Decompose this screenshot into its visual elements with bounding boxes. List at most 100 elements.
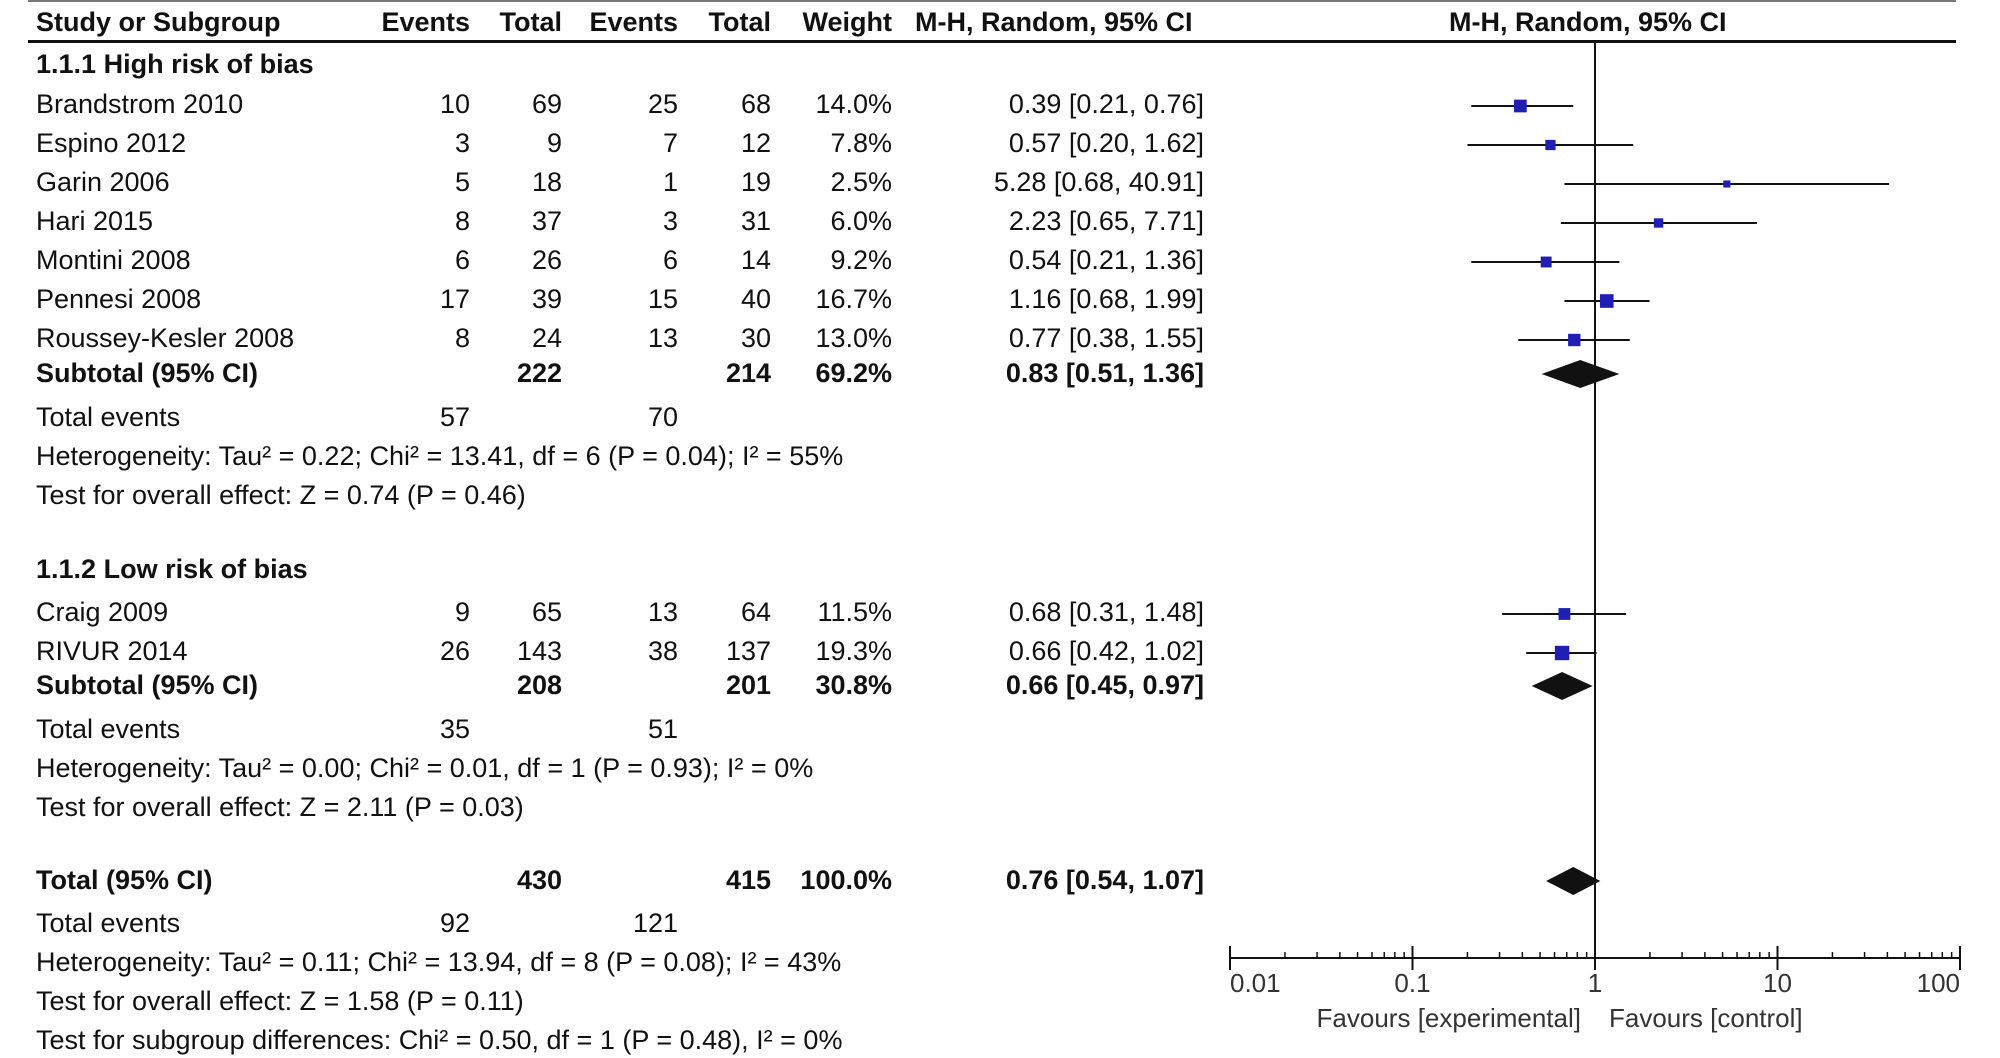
heterogeneity-text: Heterogeneity: Tau² = 0.11; Chi² = 13.94… [36, 947, 842, 977]
events-experimental: 9 [454, 597, 470, 627]
favours-control-label: Favours [control] [1609, 1003, 1803, 1033]
subtotal-total-experimental: 222 [516, 358, 562, 388]
study-name: Espino 2012 [36, 128, 187, 158]
total-control: 64 [740, 597, 771, 627]
events-experimental: 5 [454, 167, 470, 197]
summary-diamond [1546, 867, 1601, 895]
study-name: Montini 2008 [36, 245, 191, 275]
subtotal-ci: 0.83 [0.51, 1.36] [1005, 358, 1204, 388]
total-weight: 100.0% [800, 865, 892, 895]
point-estimate-square [1540, 256, 1552, 268]
weight: 16.7% [815, 284, 892, 314]
total-experimental: 69 [531, 89, 562, 119]
favours-experimental-label: Favours [experimental] [1317, 1003, 1581, 1033]
total-events-label: Total events [36, 402, 181, 432]
header-study: Study or Subgroup [36, 7, 281, 37]
events-experimental: 8 [454, 323, 470, 353]
weight: 9.2% [830, 245, 892, 275]
overall-effect-text: Test for overall effect: Z = 1.58 (P = 0… [36, 986, 524, 1016]
total-experimental: 18 [531, 167, 562, 197]
weight: 13.0% [815, 323, 892, 353]
effect-ci: 2.23 [0.65, 7.71] [1008, 206, 1204, 236]
point-estimate-square [1653, 218, 1664, 228]
header-weight: Weight [802, 7, 893, 37]
events-control: 1 [662, 167, 678, 197]
effect-ci: 0.39 [0.21, 0.76] [1008, 89, 1204, 119]
overall-effect-text: Test for overall effect: Z = 0.74 (P = 0… [36, 480, 526, 510]
point-estimate-square [1514, 99, 1527, 113]
weight: 7.8% [830, 128, 892, 158]
x-tick-label: 10 [1763, 968, 1792, 998]
group-title: High risk of bias [103, 49, 314, 79]
total-experimental: 9 [546, 128, 562, 158]
total-events-control: 121 [632, 908, 678, 938]
events-experimental: 8 [454, 206, 470, 236]
events-control: 6 [662, 245, 678, 275]
subtotal-total-experimental: 208 [516, 670, 562, 700]
events-experimental: 26 [439, 636, 470, 666]
group-heading: 1.1.2 Low risk of bias [36, 553, 308, 585]
group-code: 1.1.1 [36, 49, 97, 79]
weight: 14.0% [815, 89, 892, 119]
total-experimental: 37 [531, 206, 562, 236]
total-events-label: Total events [36, 908, 181, 938]
total-experimental: 26 [531, 245, 562, 275]
total-control: 31 [740, 206, 771, 236]
events-control: 13 [647, 597, 678, 627]
point-estimate-square [1723, 180, 1731, 188]
study-name: Roussey-Kesler 2008 [36, 323, 295, 353]
effect-ci: 0.68 [0.31, 1.48] [1008, 597, 1204, 627]
header-ci: M-H, Random, 95% CI [915, 7, 1193, 37]
point-estimate-square [1554, 645, 1570, 661]
total-control: 68 [740, 89, 771, 119]
x-tick-label: 0.1 [1394, 968, 1430, 998]
header-total-experimental: Total [499, 7, 563, 37]
study-name: RIVUR 2014 [36, 636, 188, 666]
weight: 2.5% [830, 167, 892, 197]
total-total-experimental: 430 [516, 865, 562, 895]
events-control: 3 [662, 206, 678, 236]
header-total-control: Total [708, 7, 772, 37]
subtotal-label: Subtotal (95% CI) [36, 670, 259, 700]
overall-effect-text: Test for overall effect: Z = 2.11 (P = 0… [36, 792, 524, 822]
total-control: 12 [740, 128, 771, 158]
subtotal-total-control: 201 [725, 670, 771, 700]
total-control: 137 [725, 636, 771, 666]
heterogeneity-text: Heterogeneity: Tau² = 0.00; Chi² = 0.01,… [36, 753, 814, 783]
group-code: 1.1.2 [36, 554, 97, 584]
x-tick-label: 100 [1917, 968, 1960, 998]
header-rule [28, 40, 1956, 43]
effect-ci: 5.28 [0.68, 40.91] [993, 167, 1204, 197]
subtotal-total-control: 214 [725, 358, 771, 388]
group-title: Low risk of bias [103, 554, 308, 584]
events-experimental: 3 [454, 128, 470, 158]
total-experimental: 143 [516, 636, 562, 666]
total-control: 19 [740, 167, 771, 197]
subtotal-weight: 69.2% [815, 358, 892, 388]
subgroup-difference-text: Test for subgroup differences: Chi² = 0.… [36, 1025, 843, 1055]
weight: 6.0% [830, 206, 892, 236]
header-plot-ci: M-H, Random, 95% CI [1449, 7, 1727, 37]
x-tick-label: 1 [1588, 968, 1602, 998]
effect-ci: 0.54 [0.21, 1.36] [1008, 245, 1204, 275]
point-estimate-square [1558, 608, 1571, 620]
total-events-experimental: 57 [439, 402, 470, 432]
total-ci: 0.76 [0.54, 1.07] [1005, 865, 1204, 895]
group-heading: 1.1.1 High risk of bias [36, 48, 314, 80]
events-control: 13 [647, 323, 678, 353]
point-estimate-square [1599, 294, 1614, 308]
study-name: Hari 2015 [36, 206, 154, 236]
effect-ci: 1.16 [0.68, 1.99] [1008, 284, 1204, 314]
total-control: 40 [740, 284, 771, 314]
events-experimental: 10 [439, 89, 470, 119]
study-name: Craig 2009 [36, 597, 169, 627]
study-name: Brandstrom 2010 [36, 89, 244, 119]
header-events-control: Events [589, 7, 678, 37]
heterogeneity-text: Heterogeneity: Tau² = 0.22; Chi² = 13.41… [36, 441, 844, 471]
total-experimental: 39 [531, 284, 562, 314]
total-events-experimental: 92 [439, 908, 470, 938]
subtotal-label: Subtotal (95% CI) [36, 358, 259, 388]
effect-ci: 0.57 [0.20, 1.62] [1008, 128, 1204, 158]
events-experimental: 6 [454, 245, 470, 275]
